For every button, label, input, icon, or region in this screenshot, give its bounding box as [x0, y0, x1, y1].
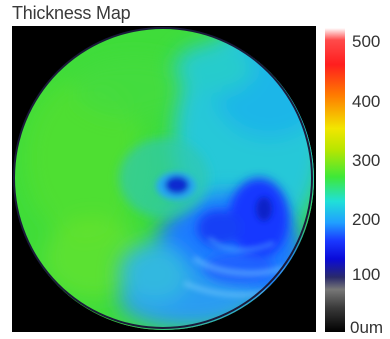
- colorbar-tick-400: 400: [352, 92, 381, 111]
- thickness-map-canvas[interactable]: [12, 26, 316, 332]
- colorbar-tick-0-unit: 0um: [350, 318, 384, 337]
- thickness-map-title: Thickness Map: [12, 3, 131, 23]
- colorbar-tick-500: 500: [352, 32, 381, 51]
- colorbar-tick-100: 100: [352, 265, 381, 284]
- colorbar-tick-200: 200: [352, 210, 381, 229]
- thickness-colorbar: [325, 28, 345, 332]
- thickness-map-image: [14, 28, 314, 330]
- thickness-map-disk: [14, 28, 314, 330]
- colorbar-tick-300: 300: [352, 151, 381, 170]
